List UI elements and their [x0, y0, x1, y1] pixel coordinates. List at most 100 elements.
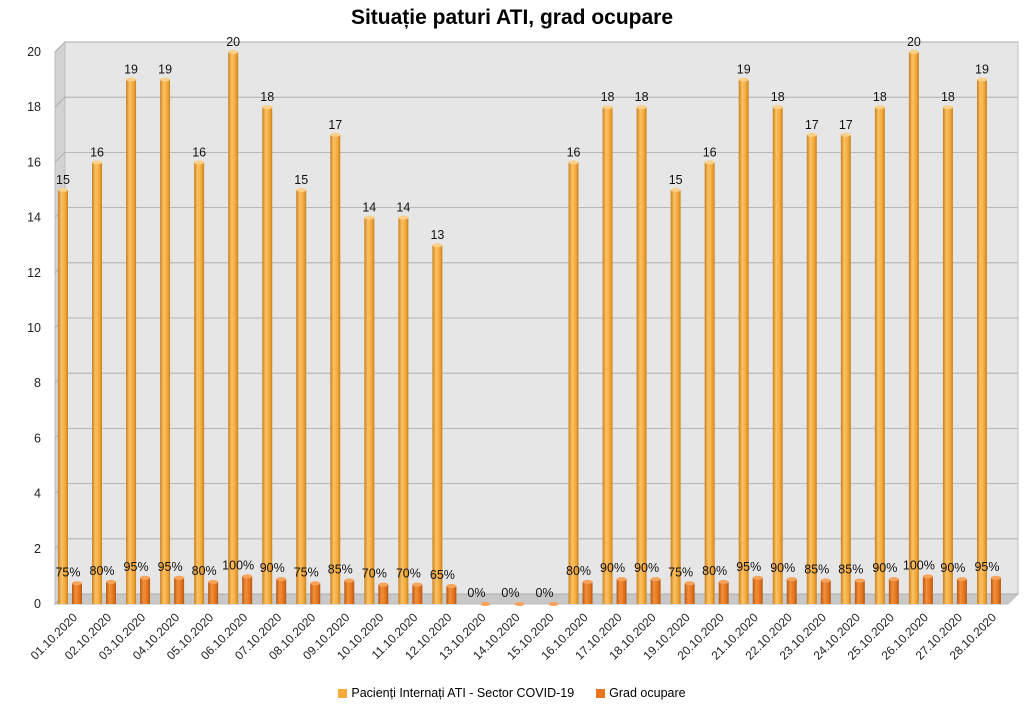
bar-occupancy	[990, 575, 1001, 604]
y-tick-label: 8	[34, 376, 41, 390]
bar-patients	[262, 105, 273, 604]
bar-patients-body	[228, 52, 239, 604]
data-label-occupancy: 0%	[467, 586, 485, 600]
bar-occupancy-top	[718, 579, 729, 584]
bar-occupancy-top	[412, 582, 423, 587]
bar-occupancy	[786, 577, 797, 604]
bar-patients-top	[670, 188, 681, 192]
data-label-occupancy: 95%	[158, 560, 183, 574]
data-label-occupancy: 90%	[872, 561, 897, 575]
chart-title: Situație paturi ATI, grad ocupare	[350, 6, 674, 29]
y-tick-label: 12	[27, 266, 41, 280]
legend-swatch-occupancy	[596, 688, 606, 698]
bar-patients	[636, 105, 647, 604]
bar-patients-body	[126, 79, 137, 605]
bar-occupancy	[616, 577, 627, 604]
gridline	[54, 151, 1018, 163]
bar-occupancy-top	[820, 578, 831, 583]
bar-occupancy-top	[480, 602, 491, 606]
data-label-occupancy: 75%	[55, 565, 80, 579]
bar-occupancy	[854, 578, 865, 604]
bar-occupancy	[140, 575, 151, 604]
bar-occupancy-top	[888, 577, 899, 582]
bar-patients	[670, 188, 681, 604]
bar-occupancy-top	[786, 577, 797, 582]
bar-occupancy-top	[514, 602, 525, 606]
bar-patients-body	[194, 162, 205, 604]
bar-occupancy-body	[344, 580, 355, 604]
bar-patients	[194, 160, 205, 604]
bar-occupancy-body	[956, 579, 967, 604]
bar-patients-top	[602, 105, 613, 110]
legend-swatch-patients	[338, 688, 348, 698]
bar-occupancy	[650, 577, 661, 604]
bar-occupancy	[480, 602, 491, 606]
data-label-occupancy: 0%	[501, 586, 519, 600]
bar-occupancy	[174, 575, 185, 604]
bar-patients	[92, 160, 103, 604]
bar-occupancy-body	[378, 584, 389, 604]
bar-patients-top	[772, 105, 783, 110]
bar-patients-top	[194, 160, 205, 165]
data-label-occupancy: 85%	[804, 563, 829, 577]
bar-occupancy-body	[854, 580, 865, 604]
bar-patients	[160, 77, 171, 605]
bar-occupancy	[820, 578, 831, 604]
bar-occupancy-body	[310, 583, 321, 604]
bar-patients	[126, 77, 137, 605]
legend-item-patients: Pacienți Internați ATI - Sector COVID-19	[338, 686, 574, 700]
bar-occupancy-body	[242, 576, 253, 604]
bar-patients-top	[58, 188, 68, 192]
bar-occupancy	[310, 581, 321, 604]
bar-patients-body	[874, 107, 885, 604]
gridline	[54, 96, 1018, 108]
bar-patients-body	[92, 162, 103, 604]
data-label-occupancy: 95%	[124, 560, 149, 574]
bar-patients-body	[670, 190, 681, 604]
data-label-patients: 16	[703, 145, 717, 159]
y-tick-label: 14	[27, 211, 41, 225]
data-label-patients: 18	[635, 90, 649, 104]
data-label-occupancy: 95%	[736, 560, 761, 574]
bar-patients-body	[432, 245, 443, 604]
bar-patients-body	[942, 107, 953, 604]
bar-occupancy-top	[956, 577, 967, 582]
data-label-occupancy: 90%	[600, 561, 625, 575]
legend-label-occupancy: Grad ocupare	[609, 686, 686, 700]
bar-occupancy-body	[174, 577, 185, 604]
bar-occupancy	[888, 577, 899, 604]
bar-occupancy-top	[140, 575, 151, 580]
bar-patients-top	[398, 215, 409, 220]
bar-occupancy-body	[140, 577, 151, 604]
bar-occupancy-body	[990, 577, 1001, 604]
data-label-occupancy: 85%	[838, 563, 863, 577]
bar-occupancy-top	[378, 582, 389, 587]
bar-patients	[58, 188, 68, 604]
bar-patients-top	[704, 160, 715, 165]
bar-patients-body	[160, 79, 171, 605]
bar-occupancy-top	[106, 579, 117, 584]
data-label-patients: 20	[907, 35, 921, 49]
bar-patients-top	[636, 105, 647, 110]
data-label-patients: 14	[396, 201, 410, 215]
bar-patients-body	[704, 162, 715, 604]
data-label-patients: 16	[192, 145, 206, 159]
bar-patients-top	[92, 160, 103, 165]
bar-patients-top	[126, 77, 137, 82]
bar-patients-top	[160, 77, 171, 82]
data-label-patients: 17	[328, 118, 342, 132]
bar-occupancy-body	[650, 579, 661, 604]
legend: Pacienți Internați ATI - Sector COVID-19…	[0, 686, 1024, 700]
bar-patients-top	[364, 215, 375, 220]
bar-patients-body	[568, 162, 579, 604]
bar-patients-top	[840, 132, 851, 137]
bar-patients	[704, 160, 715, 604]
bar-occupancy-body	[72, 583, 82, 604]
data-label-occupancy: 80%	[702, 564, 727, 578]
y-tick-label: 6	[34, 431, 41, 445]
bar-occupancy-top	[650, 577, 661, 582]
data-label-occupancy: 70%	[396, 567, 421, 581]
data-label-patients: 19	[975, 63, 989, 77]
bar-occupancy-body	[922, 576, 933, 604]
